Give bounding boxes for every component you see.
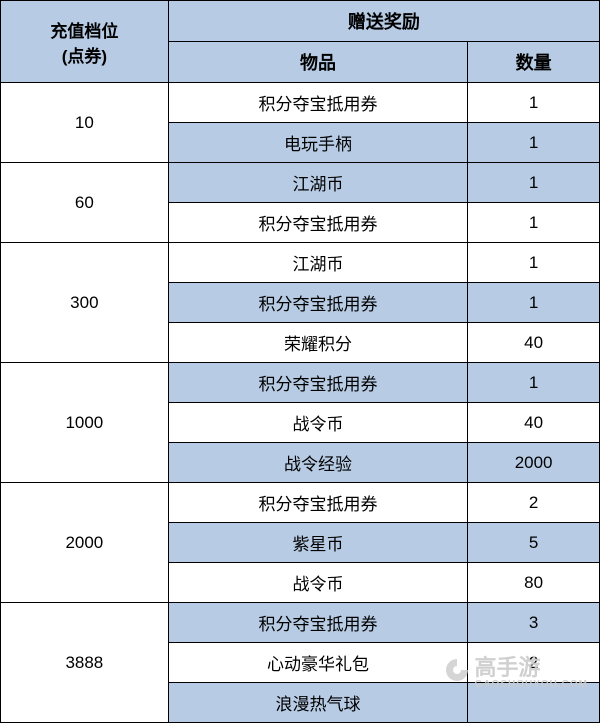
item-cell: 心动豪华礼包 [168,643,468,683]
table-header: 充值档位 (点券) 赠送奖励 物品 数量 [1,1,600,83]
item-cell: 积分夺宝抵用券 [168,83,468,123]
tier-cell: 60 [1,163,169,243]
qty-cell: 80 [468,563,600,603]
tier-cell: 300 [1,243,169,363]
header-tier: 充值档位 (点券) [1,1,169,83]
qty-cell: 3 [468,603,600,643]
qty-cell: 2 [468,643,600,683]
item-cell: 江湖币 [168,163,468,203]
qty-cell: 40 [468,403,600,443]
item-cell: 战令币 [168,563,468,603]
header-qty: 数量 [468,42,600,83]
table-body: 10积分夺宝抵用券1电玩手柄160江湖币1积分夺宝抵用券1300江湖币1积分夺宝… [1,83,600,723]
qty-cell: 1 [468,123,600,163]
item-cell: 紫星币 [168,523,468,563]
item-cell: 战令经验 [168,443,468,483]
qty-cell: 2000 [468,443,600,483]
qty-cell: 1 [468,243,600,283]
qty-cell: 1 [468,283,600,323]
tier-cell: 10 [1,83,169,163]
qty-cell: 2 [468,483,600,523]
item-cell: 荣耀积分 [168,323,468,363]
header-rewards: 赠送奖励 [168,1,599,42]
header-tier-line1: 充值档位 [50,22,118,41]
table-row: 10积分夺宝抵用券1 [1,83,600,123]
item-cell: 积分夺宝抵用券 [168,603,468,643]
header-tier-line2: (点券) [62,47,107,66]
item-cell: 积分夺宝抵用券 [168,363,468,403]
tier-cell: 1000 [1,363,169,483]
item-cell: 积分夺宝抵用券 [168,203,468,243]
table-row: 3888积分夺宝抵用券3 [1,603,600,643]
header-item: 物品 [168,42,468,83]
qty-cell: 1 [468,83,600,123]
qty-cell: 1 [468,163,600,203]
tier-cell: 2000 [1,483,169,603]
table-row: 1000积分夺宝抵用券1 [1,363,600,403]
table-row: 2000积分夺宝抵用券2 [1,483,600,523]
tier-cell: 3888 [1,603,169,723]
table-row: 300江湖币1 [1,243,600,283]
item-cell: 战令币 [168,403,468,443]
item-cell: 江湖币 [168,243,468,283]
item-cell: 积分夺宝抵用券 [168,483,468,523]
qty-cell: 5 [468,523,600,563]
qty-cell [468,683,600,723]
item-cell: 积分夺宝抵用券 [168,283,468,323]
item-cell: 电玩手柄 [168,123,468,163]
qty-cell: 1 [468,203,600,243]
item-cell: 浪漫热气球 [168,683,468,723]
table-row: 60江湖币1 [1,163,600,203]
rewards-table: 充值档位 (点券) 赠送奖励 物品 数量 10积分夺宝抵用券1电玩手柄160江湖… [0,0,600,723]
qty-cell: 40 [468,323,600,363]
qty-cell: 1 [468,363,600,403]
